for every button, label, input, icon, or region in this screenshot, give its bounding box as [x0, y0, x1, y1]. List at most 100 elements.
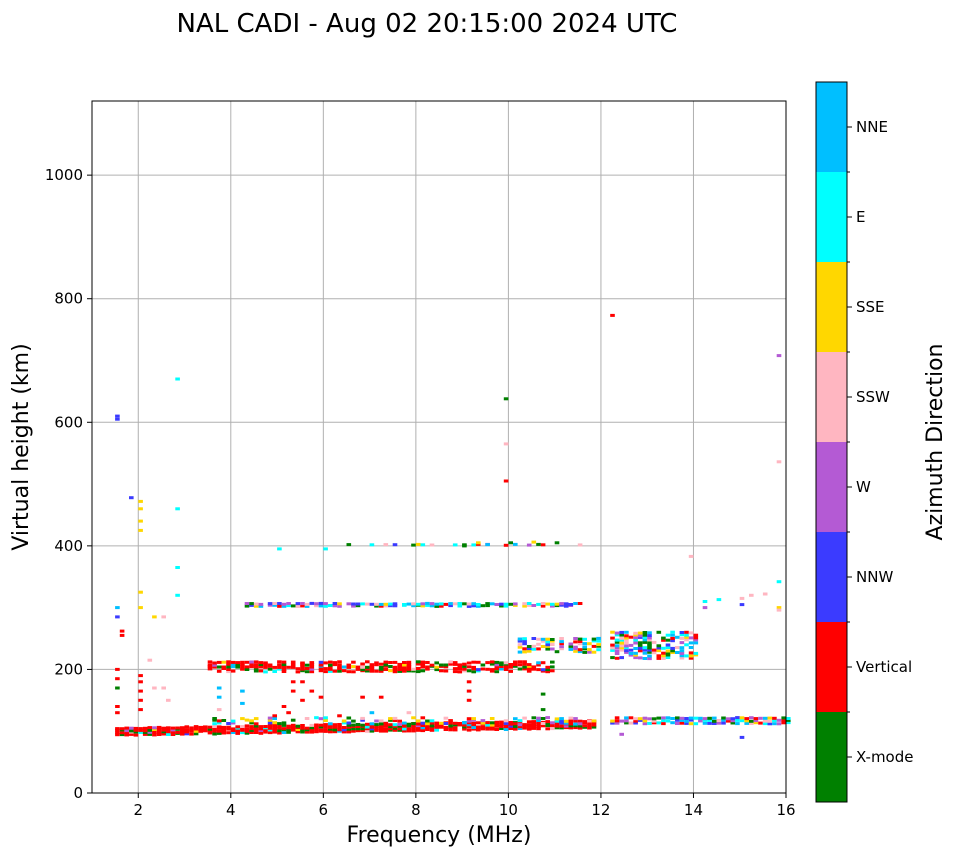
data-point	[397, 724, 402, 728]
data-point	[369, 665, 375, 669]
data-point	[323, 602, 328, 606]
data-point	[559, 642, 564, 646]
data-point	[744, 717, 749, 721]
data-point	[596, 639, 601, 643]
data-point	[633, 647, 638, 650]
data-point	[471, 670, 476, 674]
data-point	[545, 665, 550, 669]
x-tick-label: 10	[499, 801, 518, 819]
data-point	[688, 636, 694, 640]
data-point	[531, 725, 537, 729]
x-tick-label: 8	[411, 801, 421, 819]
data-point	[346, 543, 352, 547]
data-point	[328, 669, 333, 673]
data-point	[129, 732, 134, 736]
data-point	[207, 725, 213, 729]
data-point	[573, 726, 578, 730]
data-point	[443, 669, 449, 673]
data-point	[536, 642, 541, 646]
data-point	[138, 689, 143, 693]
data-point	[337, 728, 342, 732]
data-point	[240, 660, 245, 664]
data-point	[568, 726, 574, 730]
data-point	[559, 724, 564, 728]
data-point	[290, 604, 296, 608]
data-point	[614, 640, 620, 644]
data-point	[619, 638, 624, 642]
data-point	[577, 724, 583, 728]
data-point	[240, 689, 245, 693]
data-point	[559, 602, 564, 606]
data-point	[267, 667, 273, 671]
data-point	[253, 604, 259, 608]
data-point	[388, 604, 393, 608]
data-point	[411, 716, 416, 720]
data-point	[637, 641, 643, 645]
data-point	[670, 649, 675, 653]
data-point	[263, 663, 268, 667]
data-point	[337, 665, 342, 669]
data-point	[304, 663, 310, 667]
data-point	[499, 604, 504, 608]
data-point	[212, 663, 217, 667]
data-point	[554, 541, 560, 545]
data-point	[346, 730, 352, 734]
data-point	[531, 644, 537, 648]
data-point	[712, 716, 717, 720]
data-point	[531, 716, 537, 720]
data-point	[258, 661, 264, 665]
data-point	[383, 721, 389, 725]
data-point	[499, 725, 504, 728]
data-point	[545, 640, 550, 644]
data-point	[503, 722, 509, 725]
data-point	[522, 642, 527, 646]
data-point	[406, 660, 412, 664]
data-point	[429, 719, 435, 723]
data-point	[485, 543, 490, 547]
data-point	[693, 638, 699, 642]
data-point	[679, 646, 685, 650]
data-point	[462, 667, 467, 671]
data-point	[244, 731, 250, 735]
data-point	[212, 725, 217, 728]
data-point	[216, 725, 222, 729]
data-point	[536, 661, 541, 665]
data-point	[193, 727, 199, 731]
data-point	[550, 647, 555, 651]
data-point	[175, 593, 180, 597]
data-point	[378, 604, 384, 608]
data-point	[642, 648, 648, 652]
data-point	[365, 722, 370, 726]
data-point	[258, 602, 264, 606]
data-point	[712, 719, 717, 723]
data-point	[568, 642, 574, 646]
data-point	[193, 725, 199, 729]
data-point	[138, 507, 143, 511]
data-point	[665, 719, 671, 723]
data-point	[633, 717, 638, 721]
data-point	[642, 722, 648, 726]
data-point	[786, 717, 791, 720]
data-point	[402, 669, 407, 673]
data-point	[198, 725, 203, 729]
data-point	[295, 728, 301, 731]
colorbar-swatch	[816, 622, 847, 712]
data-point	[540, 639, 546, 643]
data-point	[637, 718, 643, 722]
data-point	[624, 646, 629, 650]
data-point	[522, 662, 527, 666]
data-point	[290, 723, 296, 727]
data-point	[272, 724, 277, 727]
data-point	[388, 717, 393, 721]
colorbar-swatch	[816, 262, 847, 352]
data-point	[295, 724, 301, 728]
data-point	[374, 663, 379, 667]
data-point	[230, 719, 236, 723]
data-point	[318, 669, 324, 673]
data-point	[216, 719, 222, 723]
data-point	[300, 730, 305, 734]
data-point	[503, 602, 509, 606]
data-point	[323, 728, 328, 732]
data-point	[633, 641, 638, 645]
data-point	[193, 729, 199, 733]
